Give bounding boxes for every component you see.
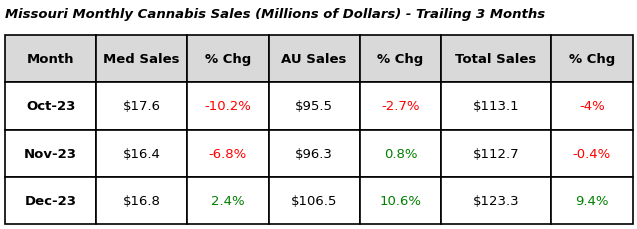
Text: Nov-23: Nov-23	[24, 147, 77, 160]
Text: % Chg: % Chg	[204, 53, 251, 65]
Text: -10.2%: -10.2%	[204, 100, 251, 113]
Text: $113.1: $113.1	[473, 100, 519, 113]
Text: $16.4: $16.4	[123, 147, 161, 160]
Text: Missouri Monthly Cannabis Sales (Millions of Dollars) - Trailing 3 Months: Missouri Monthly Cannabis Sales (Million…	[5, 8, 545, 21]
Text: $112.7: $112.7	[473, 147, 519, 160]
Text: $95.5: $95.5	[295, 100, 333, 113]
Text: 10.6%: 10.6%	[380, 194, 422, 207]
Text: % Chg: % Chg	[377, 53, 424, 65]
Text: AU Sales: AU Sales	[282, 53, 347, 65]
Text: -2.7%: -2.7%	[381, 100, 420, 113]
Text: % Chg: % Chg	[569, 53, 615, 65]
Text: $16.8: $16.8	[123, 194, 161, 207]
Text: -6.8%: -6.8%	[209, 147, 247, 160]
Text: Month: Month	[27, 53, 75, 65]
Text: Dec-23: Dec-23	[25, 194, 76, 207]
Text: $123.3: $123.3	[473, 194, 519, 207]
Text: -4%: -4%	[579, 100, 605, 113]
Text: 2.4%: 2.4%	[211, 194, 245, 207]
Text: Total Sales: Total Sales	[455, 53, 537, 65]
Text: $17.6: $17.6	[122, 100, 161, 113]
Text: 9.4%: 9.4%	[575, 194, 608, 207]
Text: Med Sales: Med Sales	[103, 53, 180, 65]
Text: $96.3: $96.3	[295, 147, 333, 160]
Text: Oct-23: Oct-23	[26, 100, 75, 113]
Text: 0.8%: 0.8%	[383, 147, 417, 160]
Text: -0.4%: -0.4%	[573, 147, 611, 160]
Text: $106.5: $106.5	[291, 194, 338, 207]
